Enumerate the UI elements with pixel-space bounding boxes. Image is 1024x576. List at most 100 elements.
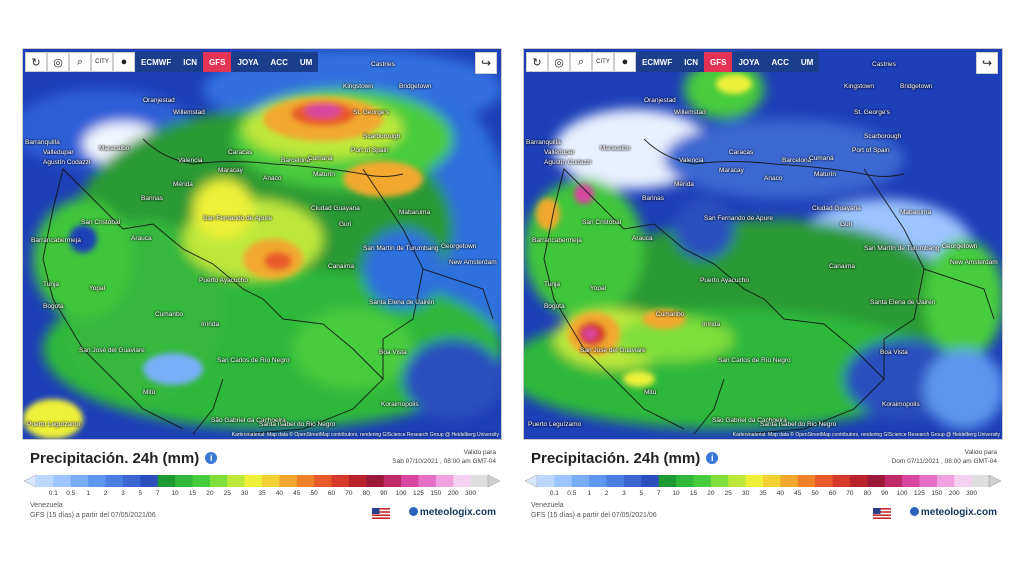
zoom-icon[interactable]: ⌕	[69, 52, 91, 72]
scale-swatch	[919, 475, 938, 487]
city-label: Boa Vista	[379, 349, 407, 356]
city-label: Cumaribo	[155, 311, 184, 318]
city-label: Georgetown	[441, 243, 477, 250]
model-tab-icn[interactable]: ICN	[177, 52, 203, 72]
scale-swatch	[140, 475, 159, 487]
dot-icon[interactable]: ●	[113, 52, 135, 72]
scale-tick-label: 35	[759, 490, 767, 497]
model-tab-icn[interactable]: ICN	[678, 52, 704, 72]
map-toolbar-1: ↻ ◎ ⌕ CITY ● ECMWF ICN GFS JOYA ACC UM	[25, 51, 319, 73]
scale-tick-label: 25	[724, 490, 732, 497]
scale-swatch	[745, 475, 764, 487]
scale-tick-label: 35	[258, 490, 266, 497]
city-label: Agustín Codazzi	[43, 159, 91, 166]
info-icon[interactable]: i	[706, 452, 719, 464]
brand-logo[interactable]: meteologix.com	[408, 507, 496, 518]
scale-tick-label: 5	[639, 490, 644, 497]
city-label: Willemstad	[674, 109, 706, 116]
dot-icon[interactable]: ●	[614, 52, 636, 72]
city-label: Bogotá	[544, 303, 565, 310]
city-label: Puerto Ayacucho	[199, 277, 249, 284]
refresh-icon[interactable]: ↻	[526, 52, 548, 72]
region-label: Venezuela	[30, 502, 63, 509]
city-label: São Gabriel da Cachoeira	[211, 417, 286, 424]
scale-tick-label: 25	[223, 490, 231, 497]
scale-tick-label: 45	[293, 490, 301, 497]
scale-swatch	[331, 475, 350, 487]
model-tab-um[interactable]: UM	[293, 52, 319, 72]
scale-tick-label: 125	[914, 490, 925, 497]
info-icon[interactable]: i	[205, 452, 218, 464]
model-tab-joya[interactable]: JOYA	[732, 52, 766, 72]
model-tab-um[interactable]: UM	[794, 52, 820, 72]
city-label: Puerto Leguízamo	[27, 421, 81, 428]
location-pin-icon[interactable]: ◎	[47, 52, 69, 72]
scale-swatch	[884, 475, 903, 487]
city-label: Valledupar	[43, 149, 74, 156]
city-label: Inírida	[702, 321, 721, 328]
precip-map-2[interactable]: ↻ ◎ ⌕ CITY ● ECMWF ICN GFS JOYA ACC UM ↪…	[523, 48, 1003, 440]
scale-swatch	[710, 475, 729, 487]
scale-swatch	[227, 475, 246, 487]
city-label: Ciudad Guayana	[812, 205, 861, 212]
location-pin-icon[interactable]: ◎	[548, 52, 570, 72]
brand-logo[interactable]: meteologix.com	[909, 507, 997, 518]
city-label: Agustín Codazzi	[544, 159, 592, 166]
model-tab-acc[interactable]: ACC	[765, 52, 795, 72]
map-credit: Kartenmaterial: Map data © OpenStreetMap…	[732, 432, 1000, 438]
scale-tick-label: 300	[966, 490, 978, 497]
model-tab-acc[interactable]: ACC	[264, 52, 294, 72]
us-flag-icon[interactable]	[873, 508, 891, 519]
city-label: Mérida	[173, 181, 193, 188]
scale-swatch	[418, 475, 437, 487]
scale-tick-label: 20	[707, 490, 715, 497]
model-tab-gfs[interactable]: GFS	[704, 52, 733, 72]
scale-tick-label: 0.5	[567, 490, 577, 497]
city-label: Santa Elena de Uairén	[369, 299, 435, 306]
city-label: Yopal	[89, 285, 106, 292]
scale-tick-label: 200	[948, 490, 960, 497]
model-tab-gfs[interactable]: GFS	[203, 52, 232, 72]
scale-tick-label: 125	[413, 490, 424, 497]
map-credit: Kartenmaterial: Map data © OpenStreetMap…	[231, 432, 499, 438]
scale-swatch	[366, 475, 385, 487]
city-label: Puerto Leguízamo	[528, 421, 582, 428]
city-label: Kingstown	[343, 83, 373, 90]
scale-tick-label: 80	[362, 490, 370, 497]
scale-swatch	[780, 475, 799, 487]
model-tab-ecmwf[interactable]: ECMWF	[636, 52, 679, 72]
zoom-icon[interactable]: ⌕	[570, 52, 592, 72]
scale-swatch	[797, 475, 816, 487]
scale-tick-label: 90	[881, 490, 889, 497]
scale-swatch	[554, 475, 573, 487]
precip-map-1[interactable]: ↻ ◎ ⌕ CITY ● ECMWF ICN GFS JOYA ACC UM ↪…	[22, 48, 502, 440]
share-icon[interactable]: ↪	[475, 52, 497, 74]
scale-tick-label: 20	[206, 490, 214, 497]
scale-swatch	[658, 475, 677, 487]
us-flag-icon[interactable]	[372, 508, 390, 519]
city-label: Canaima	[829, 263, 856, 270]
model-tab-ecmwf[interactable]: ECMWF	[135, 52, 178, 72]
scale-swatch	[815, 475, 834, 487]
city-label: Barinas	[141, 195, 164, 202]
city-label: San Carlos de Río Negro	[217, 357, 290, 364]
scale-tick-label: 30	[240, 490, 249, 497]
city-label: Anaco	[263, 175, 282, 182]
scale-tick-label: 15	[689, 490, 698, 497]
city-label: Barranquilla	[25, 139, 60, 146]
city-label: Ciudad Guayana	[311, 205, 360, 212]
city-label: San José del Guaviare	[79, 347, 145, 354]
scale-tick-label: 70	[846, 490, 854, 497]
model-tab-joya[interactable]: JOYA	[231, 52, 265, 72]
city-label: Santa Elena de Uairén	[870, 299, 936, 306]
city-label: San Fernando de Apure	[203, 215, 273, 222]
city-label: Maracay	[719, 167, 744, 174]
city-button[interactable]: CITY	[592, 52, 614, 72]
model-run-label: GFS (15 días) a partir del 07/05/2021/06	[531, 512, 657, 519]
city-button[interactable]: CITY	[91, 52, 113, 72]
scale-swatch	[832, 475, 851, 487]
legend-2: Precipitación. 24h (mm) i Valido para Dom …	[523, 444, 1003, 528]
refresh-icon[interactable]: ↻	[25, 52, 47, 72]
share-icon[interactable]: ↪	[976, 52, 998, 74]
scale-tick-label: 100	[395, 490, 407, 497]
